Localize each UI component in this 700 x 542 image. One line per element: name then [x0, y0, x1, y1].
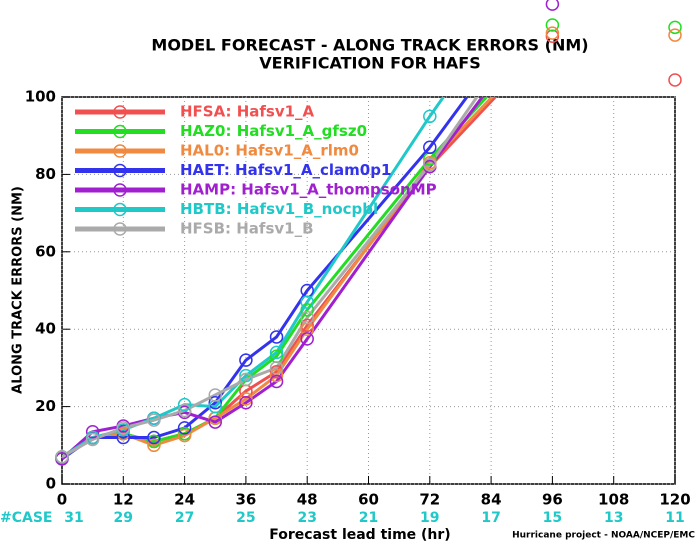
data-point [269, 374, 284, 389]
x-tick-label: 120 [659, 491, 690, 509]
data-point [269, 345, 284, 360]
x-tick-label: 24 [174, 491, 195, 509]
data-point [423, 157, 437, 172]
data-point [300, 332, 314, 346]
data-point [668, 73, 682, 87]
legend-marker [113, 144, 127, 158]
case-count: 31 [64, 510, 83, 526]
data-point [177, 397, 192, 412]
data-point [269, 365, 284, 379]
data-point [177, 403, 192, 418]
legend-label: HFSA: Hafsv1_A [180, 103, 315, 121]
case-count: 11 [665, 510, 684, 526]
case-count: 23 [297, 510, 316, 526]
data-point [208, 395, 222, 410]
x-tick-label: 84 [481, 491, 502, 509]
x-tick-label: 12 [113, 491, 134, 509]
data-point [300, 318, 314, 333]
data-point [423, 109, 437, 124]
data-point [239, 353, 253, 367]
data-point [269, 361, 284, 375]
data-point [545, 26, 560, 40]
y-tick-label: 80 [35, 165, 56, 183]
data-point [269, 330, 284, 344]
legend-marker [113, 124, 127, 139]
data-point [423, 140, 437, 155]
data-point [269, 368, 284, 383]
y-tick-label: 100 [25, 88, 56, 106]
legend-label: HAZ0: Hafsv1_A_gfsz0 [180, 122, 367, 140]
x-tick-label: 60 [358, 491, 379, 509]
x-tick-label: 108 [598, 491, 629, 509]
data-point [545, 0, 560, 11]
y-tick-label: 60 [35, 242, 56, 260]
data-point [55, 450, 69, 464]
series-line [62, 97, 485, 460]
legend-label: HAL0: Hafsv1_A_rlm0 [180, 142, 359, 160]
case-count: 27 [175, 510, 194, 526]
data-point [545, 29, 560, 43]
data-point [85, 425, 100, 439]
legend-marker [113, 105, 127, 119]
y-tick-label: 0 [46, 475, 56, 493]
series-line [62, 97, 479, 459]
data-point [177, 428, 192, 443]
legend-label: HBTB: Hafsv1_B_nocpbl [180, 200, 378, 218]
y-tick-label: 40 [35, 320, 56, 338]
case-count: 17 [481, 510, 500, 526]
case-count: 15 [543, 510, 562, 526]
case-count: 19 [420, 510, 439, 526]
data-point [116, 421, 131, 435]
data-point [239, 395, 253, 410]
data-point [300, 295, 314, 309]
data-point [147, 430, 161, 445]
data-point [239, 372, 253, 387]
x-tick-label: 48 [297, 491, 318, 509]
case-count: 13 [604, 510, 623, 526]
x-tick-label: 72 [419, 491, 440, 509]
y-tick-label: 20 [35, 397, 56, 415]
x-axis-label: Forecast lead time (hr) [269, 527, 450, 542]
data-point [85, 432, 100, 447]
legend-marker [113, 202, 127, 217]
y-axis-label: ALONG TRACK ERRORS (NM) [11, 186, 26, 394]
data-point [668, 20, 682, 35]
chart-subtitle: VERIFICATION FOR HAFS [259, 54, 480, 73]
data-point [116, 426, 131, 441]
data-point [208, 388, 222, 402]
data-point [147, 413, 161, 427]
data-point [300, 310, 314, 325]
data-point [239, 368, 253, 383]
case-count: 25 [236, 510, 255, 526]
x-tick-label: 96 [542, 491, 563, 509]
legend-label: HAMP: Hafsv1_A_thompsonMP [180, 181, 437, 199]
data-point [208, 415, 222, 429]
data-point [147, 434, 161, 449]
data-point [147, 438, 161, 453]
case-count: 21 [359, 510, 378, 526]
legend-label: HFSB: Hafsv1_B [180, 220, 314, 238]
footer: Hurricane project - NOAA/NCEP/EMC [512, 531, 695, 541]
x-tick-label: 0 [57, 491, 67, 509]
data-point [239, 392, 253, 406]
case-count: 29 [114, 510, 133, 526]
data-point [545, 18, 560, 32]
data-point [177, 421, 192, 435]
case-label: #CASE [0, 510, 53, 526]
legend-marker [113, 222, 127, 236]
legend-marker [113, 183, 127, 197]
legend-marker [113, 163, 127, 178]
legend-label: HAET: Hafsv1_A_clam0p1 [180, 161, 391, 179]
data-point [300, 303, 314, 317]
chart-title: MODEL FORECAST - ALONG TRACK ERRORS (NM) [151, 36, 588, 55]
data-point [668, 28, 682, 42]
x-tick-label: 36 [235, 491, 256, 509]
